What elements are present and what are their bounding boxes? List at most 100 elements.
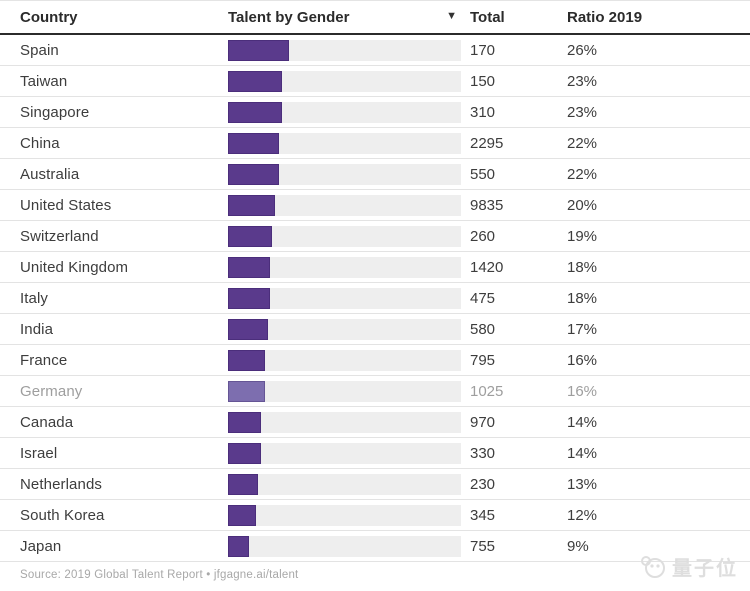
table-row[interactable]: United States 9835 20% (0, 190, 750, 221)
country-cell: Taiwan (20, 72, 68, 90)
table-row[interactable]: Spain 170 26% (0, 35, 750, 66)
table-row[interactable]: Italy 475 18% (0, 283, 750, 314)
total-cell: 230 (470, 475, 496, 493)
bar-track (228, 535, 461, 557)
bar-track (228, 39, 461, 61)
total-cell: 310 (470, 103, 496, 121)
bar-fill (228, 318, 268, 340)
ratio-cell: 22% (567, 134, 598, 152)
country-cell: China (20, 134, 60, 152)
table-row[interactable]: China 2295 22% (0, 128, 750, 159)
bar-track (228, 225, 461, 247)
table-row[interactable]: Japan 755 9% (0, 531, 750, 562)
gender-bar-cell (228, 411, 461, 433)
total-cell: 580 (470, 320, 496, 338)
ratio-cell: 20% (567, 196, 598, 214)
bar-track (228, 287, 461, 309)
bar-track (228, 380, 461, 402)
country-cell: Switzerland (20, 227, 99, 245)
table-row[interactable]: Taiwan 150 23% (0, 66, 750, 97)
bar-fill (228, 535, 249, 557)
total-cell: 260 (470, 227, 496, 245)
gender-bar-cell (228, 473, 461, 495)
ratio-cell: 18% (567, 289, 598, 307)
table-body: Spain 170 26% Taiwan 150 23% Singapore 3… (0, 35, 750, 562)
ratio-cell: 13% (567, 475, 598, 493)
ratio-cell: 23% (567, 103, 598, 121)
country-cell: United States (20, 196, 112, 214)
table-row[interactable]: Canada 970 14% (0, 407, 750, 438)
bar-fill (228, 70, 282, 92)
sort-descending-icon[interactable]: ▼ (446, 10, 457, 22)
bar-track (228, 163, 461, 185)
gender-bar-cell (228, 163, 461, 185)
country-cell: Japan (20, 537, 62, 555)
gender-bar-cell (228, 380, 461, 402)
column-header-talent-by-gender[interactable]: Talent by Gender ▼ (228, 9, 461, 26)
country-cell: France (20, 351, 68, 369)
gender-bar-cell (228, 39, 461, 61)
ratio-cell: 12% (567, 506, 598, 524)
qbitai-watermark: 量子位 (638, 552, 738, 581)
total-cell: 755 (470, 537, 496, 555)
total-cell: 9835 (470, 196, 504, 214)
bar-fill (228, 132, 280, 154)
bar-fill (228, 287, 270, 309)
bar-fill (228, 163, 280, 185)
country-cell: Netherlands (20, 475, 102, 493)
column-header-country[interactable]: Country (20, 8, 78, 26)
country-cell: United Kingdom (20, 258, 129, 276)
table-row[interactable]: South Korea 345 12% (0, 500, 750, 531)
bar-track (228, 70, 461, 92)
bar-fill (228, 256, 270, 278)
gender-bar-cell (228, 132, 461, 154)
gender-bar-cell (228, 287, 461, 309)
total-cell: 170 (470, 41, 496, 59)
bar-track (228, 442, 461, 464)
qbitai-logo-icon (641, 555, 665, 578)
bar-fill (228, 225, 273, 247)
total-cell: 345 (470, 506, 496, 524)
bar-fill (228, 442, 261, 464)
column-header-ratio-2019[interactable]: Ratio 2019 (567, 8, 643, 26)
country-cell: Canada (20, 413, 74, 431)
country-cell: Germany (20, 382, 83, 400)
table-row[interactable]: India 580 17% (0, 314, 750, 345)
table-header: Country Talent by Gender ▼ Total Ratio 2… (0, 1, 750, 35)
bar-track (228, 504, 461, 526)
total-cell: 330 (470, 444, 496, 462)
table-row[interactable]: Netherlands 230 13% (0, 469, 750, 500)
bar-track (228, 256, 461, 278)
total-cell: 150 (470, 72, 496, 90)
bar-track (228, 194, 461, 216)
country-cell: Australia (20, 165, 80, 183)
country-cell: Spain (20, 41, 59, 59)
source-note: Source: 2019 Global Talent Report • jfga… (20, 569, 299, 581)
table-row[interactable]: Israel 330 14% (0, 438, 750, 469)
table-row[interactable]: France 795 16% (0, 345, 750, 376)
table-row[interactable]: United Kingdom 1420 18% (0, 252, 750, 283)
bar-fill (228, 411, 261, 433)
bar-fill (228, 194, 275, 216)
ratio-cell: 16% (567, 382, 598, 400)
gender-bar-cell (228, 70, 461, 92)
total-cell: 1420 (470, 258, 504, 276)
bar-track (228, 349, 461, 371)
total-cell: 550 (470, 165, 496, 183)
table-row[interactable]: Singapore 310 23% (0, 97, 750, 128)
ratio-cell: 14% (567, 444, 598, 462)
total-cell: 795 (470, 351, 496, 369)
total-cell: 1025 (470, 382, 504, 400)
gender-bar-cell (228, 442, 461, 464)
bar-fill (228, 349, 266, 371)
table-row[interactable]: Australia 550 22% (0, 159, 750, 190)
total-cell: 970 (470, 413, 496, 431)
bar-fill (228, 380, 266, 402)
gender-bar-cell (228, 225, 461, 247)
table-row[interactable]: Switzerland 260 19% (0, 221, 750, 252)
country-cell: India (20, 320, 54, 338)
table-row[interactable]: Germany 1025 16% (0, 376, 750, 407)
column-header-total[interactable]: Total (470, 8, 505, 26)
total-cell: 2295 (470, 134, 504, 152)
